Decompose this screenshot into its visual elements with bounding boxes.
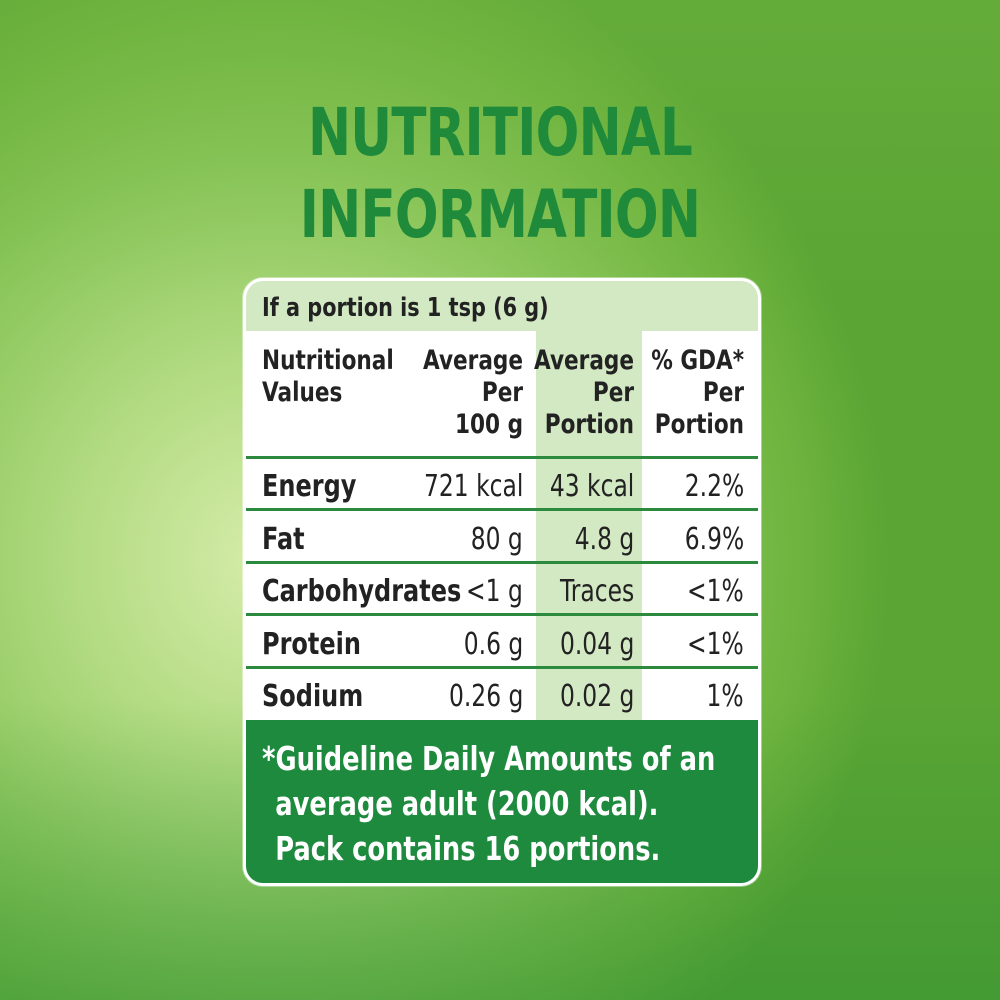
row-divider [246,666,758,669]
footnote-line-2: average adult (2000 kcal). [275,784,659,823]
row-sodium-gda: 1% [706,679,744,714]
row-protein-per-100g: 0.6 g [463,627,523,662]
row-sodium-per-100g: 0.26 g [448,679,523,714]
row-divider [246,508,758,511]
gda-footnote: *Guideline Daily Amounts of an average a… [246,720,758,883]
row-energy-name: Energy [262,469,357,504]
header-avg-per-portion: Average Per Portion [533,345,634,440]
row-sodium-per-portion: 0.02 g [559,679,634,714]
row-protein-name: Protein [262,627,361,662]
header-avg-per-100g: Average Per 100 g [422,345,523,440]
row-divider [246,456,758,459]
portion-column-shade [536,331,642,720]
row-divider [246,561,758,564]
page-title: NUTRITIONAL INFORMATION [110,92,890,256]
portion-note-row: If a portion is 1 tsp (6 g) [246,281,758,331]
nutrition-panel: If a portion is 1 tsp (6 g) Nutritional … [243,278,761,886]
header-gda-per-portion: % GDA* Per Portion [651,345,744,440]
row-carbohydrates-per-100g: <1 g [466,574,523,609]
row-fat-per-100g: 80 g [470,522,523,557]
row-fat-per-portion: 4.8 g [574,522,634,557]
row-fat-gda: 6.9% [684,522,744,557]
portion-note: If a portion is 1 tsp (6 g) [262,293,549,323]
row-protein-per-portion: 0.04 g [559,627,634,662]
title-line-2: INFORMATION [299,176,701,253]
footnote-line-1: *Guideline Daily Amounts of an [262,739,716,778]
row-carbohydrates-gda: <1% [687,574,744,609]
row-fat-name: Fat [262,522,305,557]
row-energy-per-portion: 43 kcal [549,469,634,504]
title-line-1: NUTRITIONAL [307,94,693,171]
footnote-line-3: Pack contains 16 portions. [275,829,661,868]
row-protein-gda: <1% [687,627,744,662]
row-energy-gda: 2.2% [684,469,744,504]
header-nutritional-values: Nutritional Values [262,345,394,408]
row-carbohydrates-name: Carbohydrates [262,574,462,609]
row-divider [246,613,758,616]
row-sodium-name: Sodium [262,679,364,714]
row-energy-per-100g: 721 kcal [423,469,523,504]
row-carbohydrates-per-portion: Traces [559,574,634,609]
